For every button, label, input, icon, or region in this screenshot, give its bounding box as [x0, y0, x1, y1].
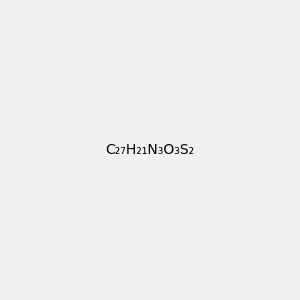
Text: C₂₇H₂₁N₃O₃S₂: C₂₇H₂₁N₃O₃S₂ [105, 143, 195, 157]
